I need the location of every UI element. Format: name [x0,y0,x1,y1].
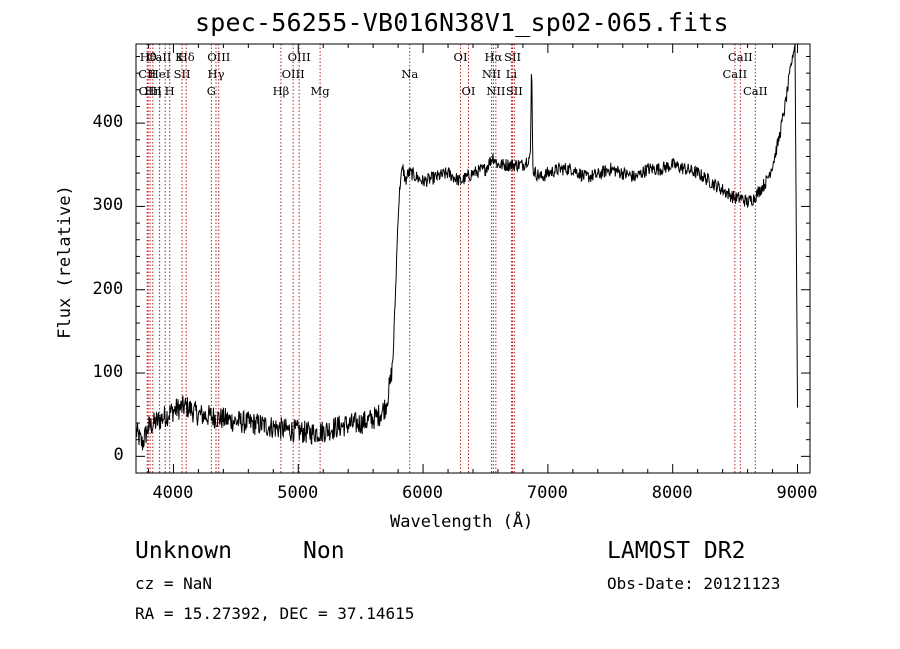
coordinates-label: RA = 15.27392, DEC = 37.14615 [135,604,415,623]
spectral-line-label: SII [505,84,523,98]
spectral-line-label: Li [505,67,518,81]
spectral-line-label: NII [486,84,506,98]
spectral-line-label: G [206,84,216,98]
y-axis-label: Flux (relative) [55,185,75,339]
x-tick-label: 6000 [402,483,444,503]
spectral-line-label: Na [401,67,419,81]
spectral-line-label: OIII [287,50,311,64]
x-tick-label: 8000 [651,483,693,503]
spectral-line-label: OIII [207,50,231,64]
spectral-line-label: Hη [144,84,162,98]
spectral-line-label: HeI [148,67,171,81]
axes-layer [135,43,811,474]
subclass-label: Non [303,538,345,564]
spectral-line-label: CaII [722,67,748,81]
chart-title: spec-56255-VB016N38V1_sp02-065.fits [195,8,729,37]
spectral-line-label: OIII [138,84,162,98]
spectral-line-label: CaII [727,50,753,64]
spectral-line-label: H [164,84,175,98]
spectrum-layer [135,44,798,451]
redshift-label: cz = NaN [135,574,213,593]
spectral-line-label: SII [504,50,522,64]
spectral-line-label: Hδ [177,50,195,64]
x-tick-label: 4000 [152,483,194,503]
survey-label: LAMOST DR2 [607,538,746,564]
spectral-line-label: CaII K [146,50,184,64]
y-tick-label: 100 [92,362,124,383]
y-tick-label: 0 [113,445,124,466]
x-axis-label: Wavelength (Å) [390,512,534,532]
spectral-line-label: OI [461,84,476,98]
spectral-line-label: NII [481,67,502,81]
x-tick-label: 7000 [526,483,568,503]
spectral-line-label: Hα [484,50,503,64]
x-tick-label: 9000 [776,483,818,503]
spectral-line-label: SII [173,67,191,81]
spectral-line-label: OIII [281,67,305,81]
emission-lines-layer [146,44,756,473]
spectral-line-label: CaII [742,84,768,98]
x-tick-label: 5000 [277,483,319,503]
spectral-line-label: Mg [310,84,330,98]
y-tick-label: 400 [92,112,124,133]
spectrum-line [135,44,798,451]
spectral-line-label: Hγ [207,67,225,81]
y-tick-label: 200 [92,278,124,299]
class-label: Unknown [135,538,232,564]
spectral-line-label: Hβ [272,84,290,98]
obs-date-label: Obs-Date: 20121123 [607,574,781,593]
y-tick-label: 300 [92,195,124,216]
spectral-line-label: CII [138,67,157,81]
spectral-line-label: Hθ [139,50,157,64]
spectral-line-label: OI [453,50,468,64]
plot-frame [135,43,811,474]
